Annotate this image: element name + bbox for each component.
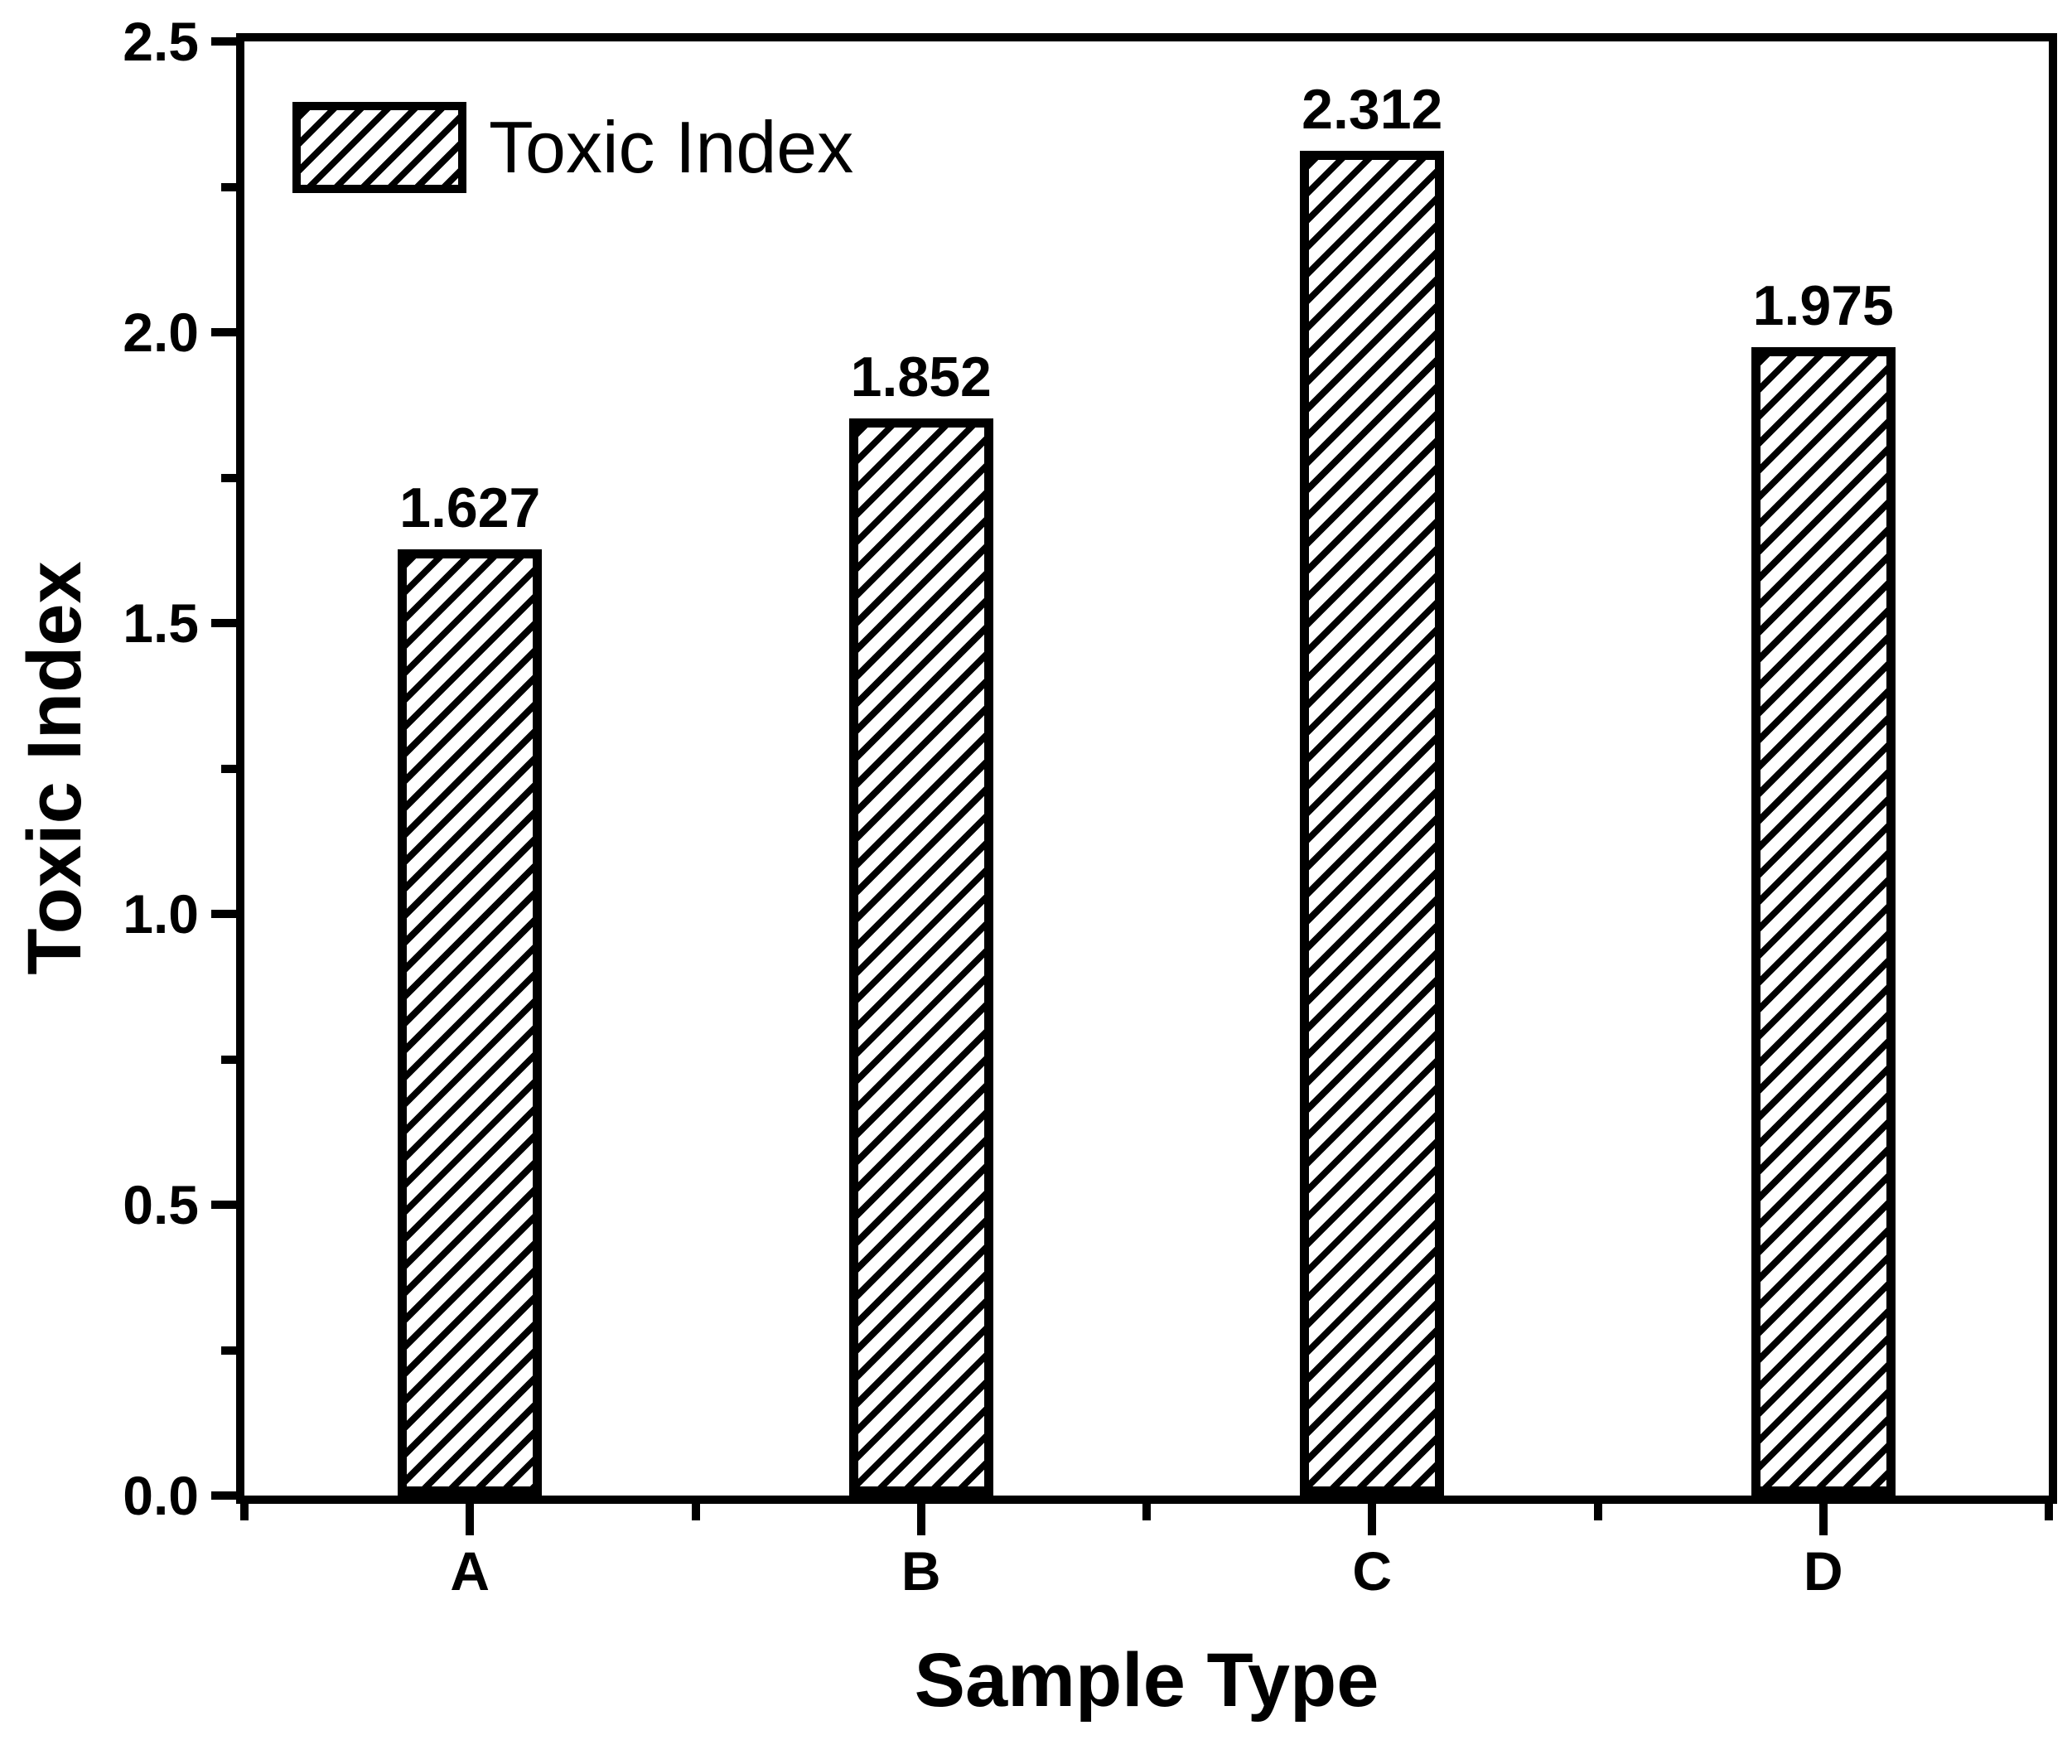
- x-category-label: B: [901, 1540, 941, 1602]
- x-axis-title: Sample Type: [914, 1638, 1379, 1723]
- x-category-label: A: [450, 1540, 490, 1602]
- bar-C: [1300, 150, 1445, 1496]
- x-category-label: D: [1803, 1540, 1843, 1602]
- x-major-tick: [1368, 1504, 1377, 1535]
- x-major-tick: [466, 1504, 475, 1535]
- y-minor-tick: [221, 764, 236, 773]
- y-minor-tick: [221, 182, 236, 191]
- bar-A: [398, 549, 543, 1496]
- y-major-tick: [211, 619, 236, 627]
- legend-hatch-swatch-icon: [292, 102, 466, 193]
- y-major-tick: [211, 328, 236, 336]
- y-tick-label: 0.5: [123, 1174, 199, 1235]
- x-category-label: C: [1352, 1540, 1393, 1602]
- x-minor-tick: [2045, 1504, 2053, 1520]
- y-major-tick: [211, 1491, 236, 1500]
- x-minor-tick: [1593, 1504, 1602, 1520]
- bar-value-label: 1.852: [850, 345, 992, 408]
- bar-value-label: 1.627: [399, 476, 541, 539]
- y-minor-tick: [221, 1055, 236, 1064]
- bar-B: [848, 418, 993, 1496]
- x-major-tick: [916, 1504, 925, 1535]
- y-tick-label: 2.0: [123, 302, 199, 363]
- y-major-tick: [211, 910, 236, 918]
- x-minor-tick: [1142, 1504, 1151, 1520]
- x-minor-tick: [691, 1504, 700, 1520]
- y-tick-label: 0.0: [123, 1465, 199, 1526]
- y-tick-label: 1.5: [123, 592, 199, 654]
- plot-area: 0.0 0.5 1.0 1.5 2.0 2.5 1.627 A 1.852 B 2.312 C 1.97…: [123, 14, 2057, 1598]
- bar-value-label: 2.312: [1302, 77, 1443, 141]
- y-tick-label: 2.5: [123, 11, 199, 72]
- y-axis-title: Toxic Index: [12, 561, 97, 975]
- legend: Toxic Index: [292, 102, 853, 193]
- x-major-tick: [1818, 1504, 1828, 1535]
- y-tick-label: 1.0: [123, 883, 199, 945]
- bar-value-label: 1.975: [1752, 273, 1894, 337]
- y-major-tick: [211, 37, 236, 46]
- y-minor-tick: [221, 473, 236, 482]
- y-minor-tick: [221, 1346, 236, 1355]
- y-major-tick: [211, 1201, 236, 1209]
- bar-D: [1751, 346, 1896, 1496]
- x-minor-tick: [240, 1504, 249, 1520]
- legend-entry-label: Toxic Index: [489, 106, 854, 188]
